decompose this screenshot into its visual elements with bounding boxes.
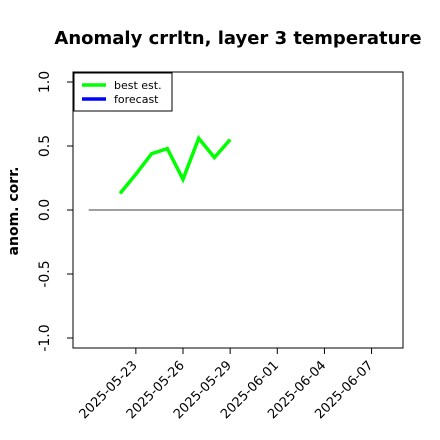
- y-axis-label: anom. corr.: [6, 167, 22, 256]
- legend-label: best est.: [114, 79, 162, 92]
- series-line: [118, 134, 232, 195]
- y-tick-label: 1.0: [37, 71, 53, 93]
- y-tick-label: -0.5: [37, 260, 53, 287]
- data-point: [213, 157, 215, 159]
- plot-lines: [88, 134, 403, 211]
- y-tick-label: -1.0: [37, 324, 53, 351]
- data-point: [135, 173, 137, 175]
- data-point: [166, 148, 168, 150]
- legend-label: forecast: [114, 93, 159, 106]
- legend-box: [73, 72, 173, 112]
- y-tick-label: 0.0: [37, 199, 53, 221]
- data-point: [229, 139, 231, 141]
- y-ticks: -1.0 -0.5 0.0 0.5 1.0: [37, 71, 73, 352]
- data-point: [151, 153, 153, 155]
- chart-title: Anomaly crrltn, layer 3 temperature: [54, 28, 421, 49]
- data-point: [119, 192, 121, 194]
- data-point: [198, 137, 200, 139]
- legend: best est.forecast: [73, 72, 173, 112]
- x-ticks: 2025-05-232025-05-262025-05-292025-06-01…: [77, 348, 376, 422]
- data-point: [182, 178, 184, 180]
- y-tick-label: 0.5: [37, 135, 53, 157]
